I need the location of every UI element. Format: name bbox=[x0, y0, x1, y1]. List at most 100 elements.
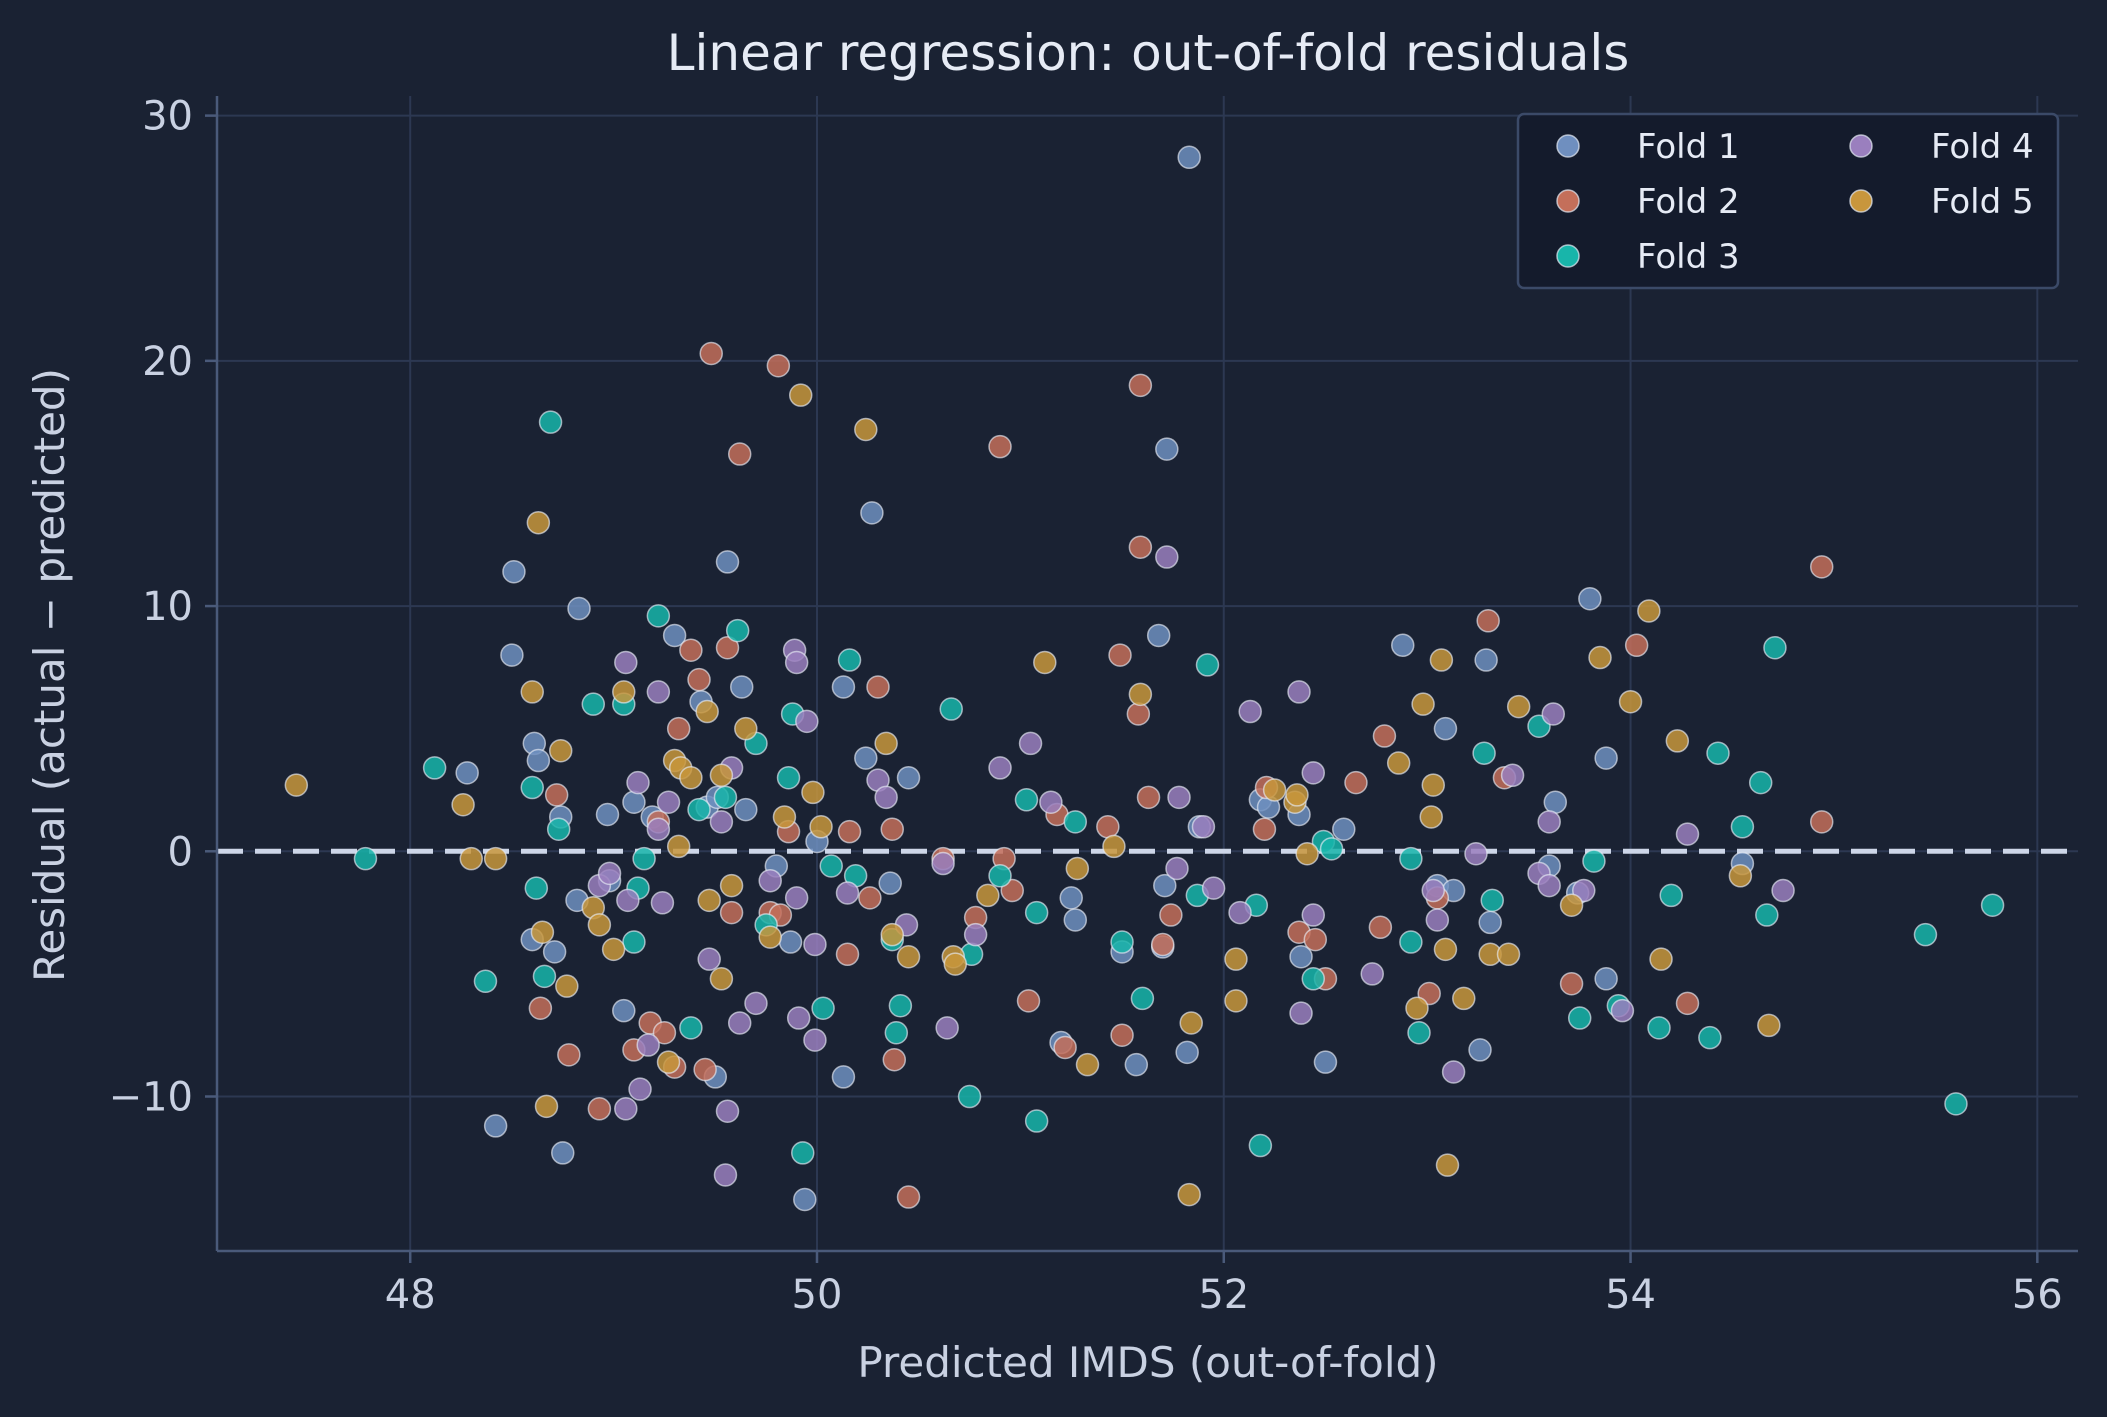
data-point bbox=[1024, 900, 1049, 925]
data-point bbox=[526, 510, 551, 535]
data-point bbox=[284, 773, 309, 797]
data-point bbox=[1405, 996, 1429, 1020]
data-point bbox=[1675, 822, 1700, 846]
data-point bbox=[622, 790, 646, 814]
data-point bbox=[1433, 937, 1458, 962]
data-point bbox=[776, 765, 801, 790]
data-point bbox=[1014, 788, 1039, 812]
data-point bbox=[1252, 817, 1277, 841]
data-point bbox=[1110, 930, 1134, 954]
data-point bbox=[1368, 915, 1393, 940]
data-point bbox=[1128, 373, 1153, 398]
data-point bbox=[1665, 729, 1690, 753]
data-point bbox=[896, 765, 921, 790]
legend-label-fold-4: Fold 4 bbox=[1931, 127, 2034, 167]
data-point bbox=[1618, 689, 1643, 714]
data-point bbox=[715, 1099, 740, 1123]
data-point bbox=[896, 944, 921, 969]
data-point bbox=[709, 763, 734, 788]
y-axis-label: Residual (actual − predicted) bbox=[25, 368, 74, 982]
data-point bbox=[1809, 810, 1834, 834]
data-point bbox=[1506, 694, 1531, 719]
data-point bbox=[1419, 805, 1443, 829]
x-axis-label: Predicted IMDS (out-of-fold) bbox=[857, 1338, 1438, 1387]
data-point bbox=[614, 1097, 638, 1121]
data-point bbox=[1537, 810, 1561, 834]
data-point bbox=[1500, 763, 1525, 788]
data-point bbox=[1425, 908, 1450, 932]
data-point bbox=[801, 780, 825, 805]
series-fold-2 bbox=[528, 341, 1834, 1209]
data-point bbox=[1559, 971, 1584, 996]
data-point bbox=[1344, 770, 1368, 795]
data-point bbox=[650, 891, 675, 915]
data-point bbox=[880, 817, 904, 841]
data-point bbox=[646, 680, 671, 704]
data-point bbox=[646, 817, 671, 841]
data-point bbox=[896, 1185, 921, 1209]
data-point bbox=[988, 864, 1012, 888]
series-fold-3 bbox=[353, 410, 2005, 1165]
data-point bbox=[1478, 910, 1502, 935]
data-point bbox=[882, 1047, 907, 1072]
data-point bbox=[1287, 680, 1311, 704]
data-point bbox=[597, 861, 622, 886]
data-point bbox=[656, 1050, 681, 1074]
data-point bbox=[1730, 815, 1755, 839]
data-point bbox=[695, 699, 719, 724]
data-point bbox=[1441, 1060, 1466, 1084]
data-point bbox=[1763, 636, 1787, 660]
data-point bbox=[878, 871, 902, 895]
legend-label-fold-5: Fold 5 bbox=[1931, 182, 2034, 222]
data-point bbox=[520, 775, 545, 800]
x-tick-label: 50 bbox=[792, 1272, 843, 1318]
data-point bbox=[1018, 731, 1043, 756]
y-tick-label: 10 bbox=[142, 584, 193, 630]
data-point bbox=[1195, 653, 1220, 677]
data-point bbox=[1102, 834, 1126, 859]
data-point bbox=[713, 1163, 738, 1187]
data-point bbox=[791, 1141, 815, 1165]
data-point bbox=[679, 1016, 703, 1040]
data-point bbox=[1146, 623, 1171, 648]
data-point bbox=[1124, 1052, 1149, 1077]
data-point bbox=[1771, 878, 1795, 903]
data-point bbox=[772, 805, 797, 829]
legend-marker-fold-4 bbox=[1849, 134, 1873, 158]
data-point bbox=[622, 930, 646, 954]
data-point bbox=[546, 817, 571, 841]
data-point bbox=[719, 873, 744, 898]
y-tick-label: −10 bbox=[109, 1075, 193, 1121]
data-point bbox=[1452, 986, 1476, 1011]
data-point bbox=[1301, 761, 1326, 785]
data-point bbox=[1128, 535, 1153, 559]
data-point bbox=[784, 886, 809, 910]
data-point bbox=[715, 550, 740, 574]
x-tick-label: 54 bbox=[1605, 1272, 1656, 1318]
data-point bbox=[1567, 1006, 1592, 1030]
data-point bbox=[646, 604, 671, 628]
data-point bbox=[612, 680, 636, 704]
data-point bbox=[1191, 815, 1216, 839]
data-point bbox=[1421, 878, 1446, 903]
data-point bbox=[520, 680, 545, 704]
data-point bbox=[1496, 942, 1521, 967]
data-point bbox=[1649, 947, 1673, 971]
y-tick-label: 30 bbox=[142, 94, 193, 140]
data-point bbox=[697, 888, 721, 913]
data-point bbox=[636, 1033, 660, 1057]
data-point bbox=[551, 1141, 575, 1165]
data-point bbox=[1980, 893, 2005, 917]
data-point bbox=[795, 709, 819, 734]
data-point bbox=[1582, 849, 1606, 873]
data-point bbox=[766, 353, 791, 378]
data-point bbox=[1706, 741, 1730, 765]
data-point bbox=[687, 667, 711, 692]
data-point bbox=[459, 846, 483, 871]
data-point bbox=[1386, 751, 1411, 775]
data-point bbox=[555, 974, 579, 998]
chart-title: Linear regression: out-of-fold residuals bbox=[667, 24, 1630, 82]
data-point bbox=[1472, 741, 1496, 765]
data-point bbox=[666, 716, 691, 741]
data-point bbox=[1167, 785, 1191, 810]
